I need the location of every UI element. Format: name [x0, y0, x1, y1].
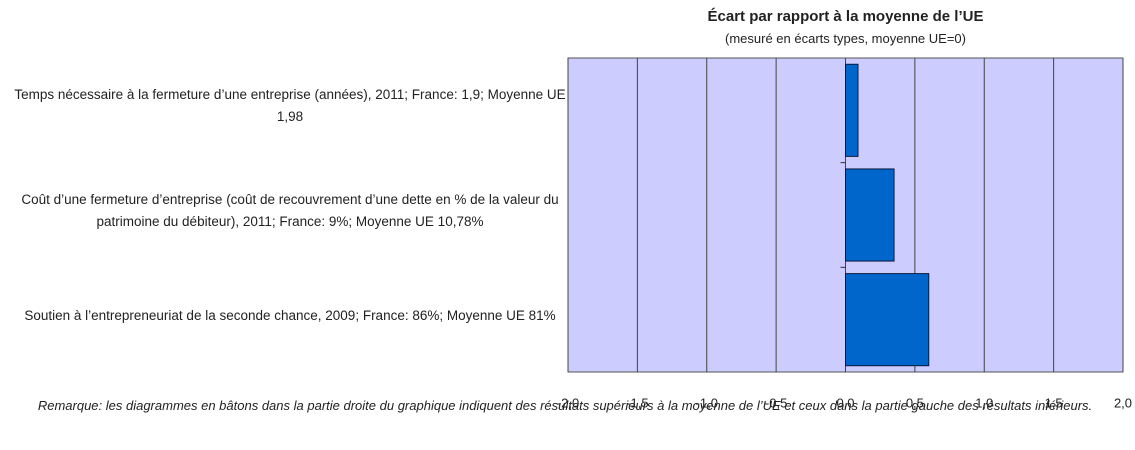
x-tick-label: -0,5 [765, 395, 787, 410]
category-label-box: Soutien à l’entrepreneuriat de la second… [0, 305, 580, 327]
category-label-box: Temps nécessaire à la fermeture d’une en… [0, 84, 580, 128]
bar [845, 168, 895, 262]
x-tick-label: -1,5 [626, 395, 648, 410]
x-tick-label: 0,5 [906, 395, 924, 410]
category-label: Soutien à l’entrepreneuriat de la second… [24, 307, 556, 323]
category-label-box: Coût d’une fermeture d’entreprise (coût … [0, 189, 580, 233]
chart-subtitle: (mesuré en écarts types, moyenne UE=0) [725, 31, 966, 46]
chart-title: Écart par rapport à la moyenne de l’UE [707, 8, 984, 25]
x-tick-label: -1,0 [696, 395, 718, 410]
note: Remarque: les diagrammes en bâtons dans … [37, 398, 1093, 413]
x-tick-label: 1,5 [1045, 395, 1063, 410]
category-label: Temps nécessaire à la fermeture d’une en… [14, 87, 566, 125]
category-label: Coût d’une fermeture d’entreprise (coût … [21, 192, 559, 229]
x-tick-label: 1,0 [975, 395, 993, 410]
x-tick-label: -2,0 [557, 395, 579, 410]
x-tick-label: 0,0 [836, 395, 854, 410]
bar [845, 273, 930, 367]
x-tick-label: 2,0 [1114, 395, 1132, 410]
bar [845, 63, 859, 157]
